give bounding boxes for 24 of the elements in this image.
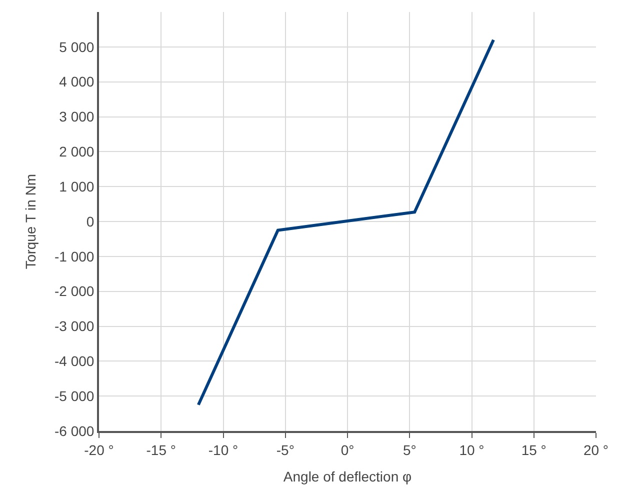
y-tick-label: 4 000 — [59, 74, 94, 90]
x-tick-label: -20 ° — [84, 442, 114, 458]
y-tick-label: 3 000 — [59, 108, 94, 125]
x-tick-label: 20 ° — [583, 442, 609, 458]
y-axis-title: Torque T in Nm — [22, 174, 39, 270]
x-tick-label: -10 ° — [208, 442, 238, 458]
y-tick-label: 0 — [86, 213, 94, 230]
y-tick-label: -4 000 — [54, 353, 94, 370]
y-tick-label: -5 000 — [54, 388, 94, 404]
x-tick-label: 15 ° — [521, 442, 546, 458]
y-tick-label: 2 000 — [59, 144, 94, 160]
x-tick-label: 10 ° — [459, 442, 484, 458]
y-tick-label: -2 000 — [54, 283, 94, 300]
x-tick-label: 5° — [402, 442, 416, 458]
line-series — [196, 38, 495, 406]
y-tick-label: 5 000 — [59, 38, 94, 55]
y-tick-label: -6 000 — [54, 422, 94, 439]
x-tick-label: -15 ° — [146, 442, 176, 458]
y-tick-label: 1 000 — [59, 178, 94, 194]
x-axis-title: Angle of deflection φ — [283, 468, 412, 485]
y-tick-label: -3 000 — [54, 318, 94, 334]
x-tick-label: 0° — [340, 442, 354, 458]
x-tick-label: -5° — [276, 442, 294, 458]
y-tick-label: -1 000 — [54, 248, 94, 264]
